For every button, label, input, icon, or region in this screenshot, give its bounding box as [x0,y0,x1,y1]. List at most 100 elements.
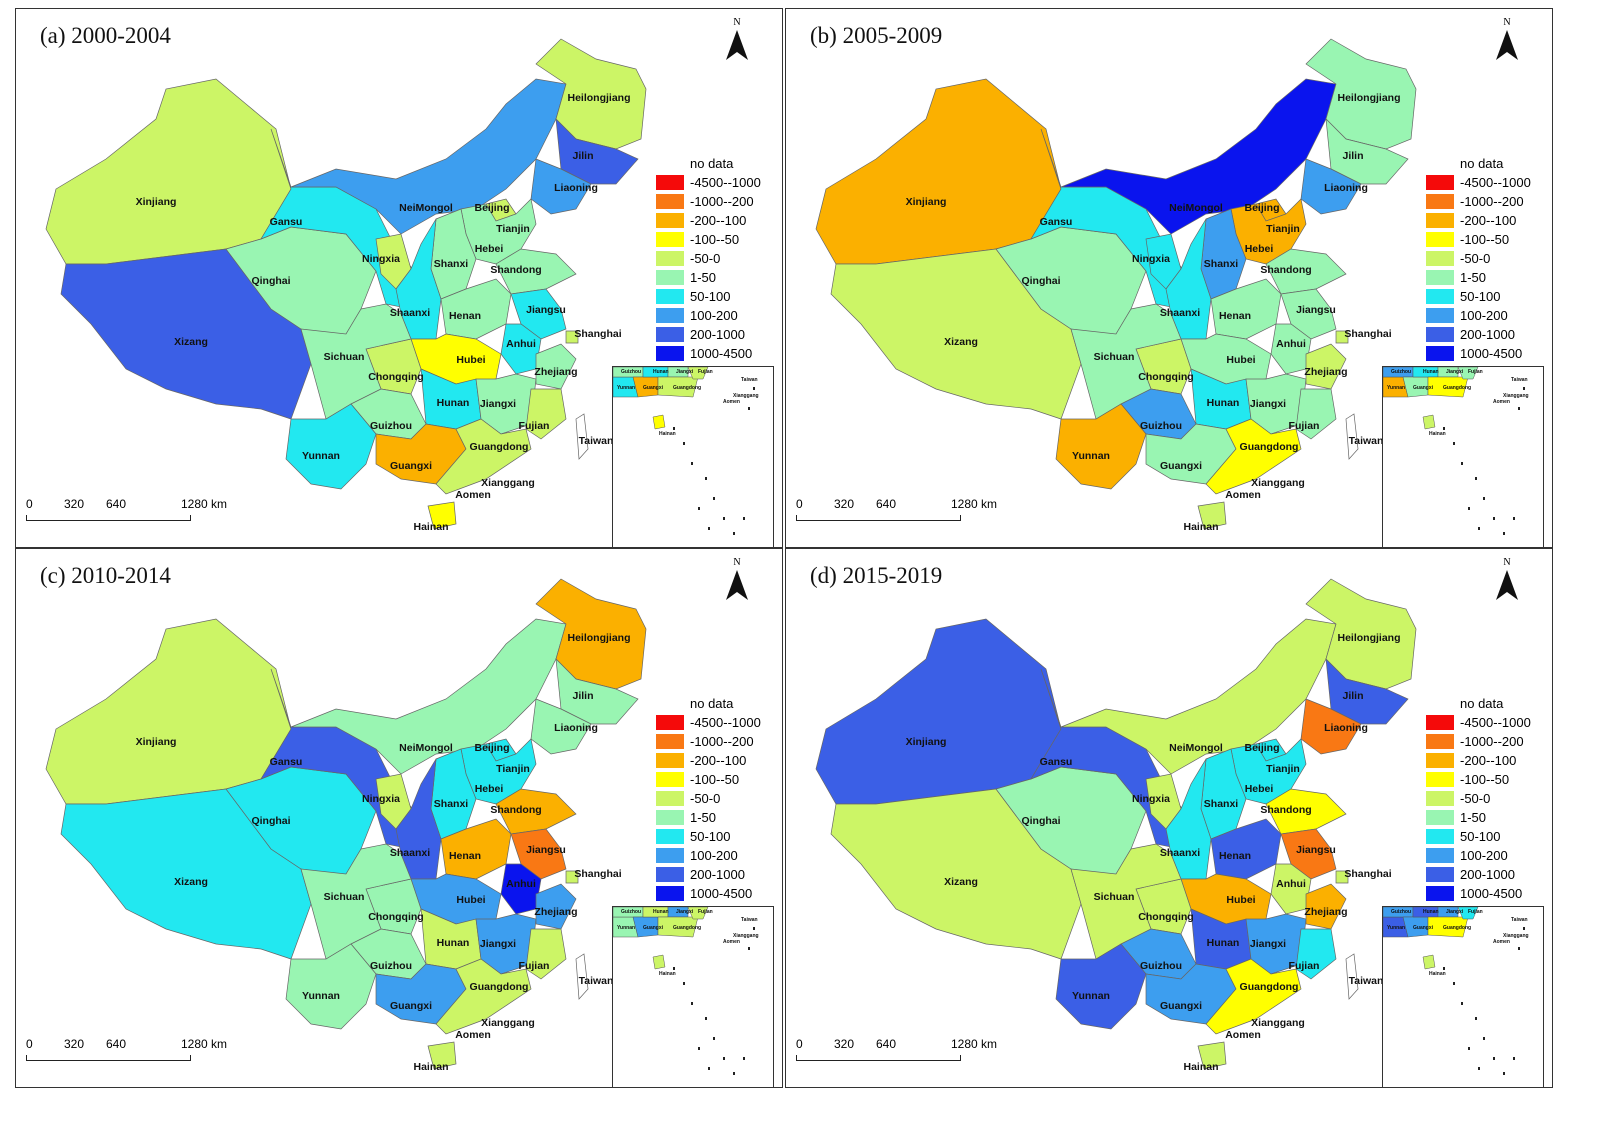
island-mark [705,1017,707,1020]
north-label: N [1503,557,1511,568]
map-panel: Xinjiang Xizang Qinghai Gansu NeiMongol Heilo… [785,8,1553,548]
inset-label: Hunan [653,909,669,915]
legend-swatch [1426,810,1454,825]
scale-tick-label: 320 [834,1037,855,1051]
province-label: Jiangxi [1250,938,1286,950]
legend-label: 50-100 [690,829,731,844]
china-map: Xinjiang Xizang Qinghai Gansu NeiMongol Heilo… [815,38,1417,533]
scale-tick-label: 640 [876,497,897,511]
island-mark [1468,1047,1470,1050]
province-label: Jiangsu [1296,844,1336,856]
scale-tick-label: 320 [64,1037,85,1051]
legend-item: no data [656,694,761,713]
map-panel: Xinjiang Xizang Qinghai Gansu NeiMongol Heilo… [15,548,783,1088]
province-label: Guangxi [1160,460,1202,472]
inset-label: Hunan [653,369,669,375]
legend-item: 1000-4500 [1426,344,1531,363]
province-heilongjiang [1305,578,1417,690]
island-mark [1493,1057,1495,1060]
legend-swatch [656,194,684,209]
province-guangdong [435,958,532,1035]
island-mark [1461,1002,1463,1005]
province-shanghai [1335,870,1349,884]
province-hainan [1197,1041,1227,1070]
china-map: Xinjiang Xizang Qinghai Gansu NeiMongol Heilo… [45,578,647,1073]
inset-province [652,414,666,430]
legend-item: -4500--1000 [656,713,761,732]
province-label: Jiangxi [480,938,516,950]
scale-tick-label: 1280 km [181,1037,228,1051]
inset-label: Guizhou [621,909,641,915]
legend-swatch [656,810,684,825]
province-label: NeiMongol [1169,742,1223,754]
province-hainan [427,501,457,530]
island-mark [713,1037,715,1040]
province-label: Yunnan [302,990,340,1002]
province-label: Shaanxi [1160,847,1200,859]
inset-label: Taiwan [741,917,758,923]
scale-tick-label: 1280 km [181,497,228,511]
legend-swatch [1426,791,1454,806]
legend-swatch [1426,886,1454,901]
legend-label: -200--100 [1460,753,1517,768]
province-label: Henan [1219,310,1251,322]
province-label: Hubei [456,894,485,906]
province-label: Guizhou [370,420,412,432]
inset-label: Yunnan [617,925,635,931]
province-label: Guangdong [470,981,529,993]
island-mark [1503,532,1505,535]
north-arrow-icon: N [722,557,752,607]
legend-swatch [1426,194,1454,209]
province-label: Tianjin [1266,223,1300,235]
province-label: Qinghai [251,815,290,827]
island-mark [683,982,685,985]
province-label: NeiMongol [399,742,453,754]
island-mark [1453,982,1455,985]
legend-label: 1000-4500 [690,886,753,901]
island-mark [698,507,700,510]
province-label: Xinjiang [136,736,177,748]
inset-label: Yunnan [1387,925,1405,931]
province-fujian [525,928,567,980]
legend-swatch [1426,867,1454,882]
inset-label: Jiangxi [1446,909,1464,915]
inset-label: Taiwan [1511,377,1528,383]
legend-item: no data [1426,694,1531,713]
inset-province [687,367,709,380]
province-label: Xinjiang [906,196,947,208]
island-mark [1443,967,1445,970]
legend-label: -1000--200 [1460,734,1524,749]
legend-label: -50-0 [1460,251,1491,266]
legend-label: 100-200 [690,848,738,863]
legend-swatch [656,886,684,901]
inset-label: Jiangxi [676,369,694,375]
legend-item: -100--50 [656,230,761,249]
legend-label: 50-100 [1460,289,1501,304]
legend-label: 200-1000 [690,327,745,342]
inset-label: Aomen [723,939,740,945]
island-mark [1518,947,1520,950]
south-china-sea-inset: Guizhou Hunan Jiangxi Fujian Yunnan Guangxi Gu… [612,366,774,547]
legend-swatch [656,696,684,711]
inset-label: Xianggang [733,393,759,399]
province-label: Beijing [1244,202,1279,214]
island-mark [683,442,685,445]
legend-swatch [1426,327,1454,342]
island-mark [753,927,755,930]
legend-item: -200--100 [1426,751,1531,770]
inset-province [1422,414,1436,430]
scale-tick-label: 0 [26,1037,33,1051]
province-label: Qinghai [251,275,290,287]
north-arrow-icon: N [722,17,752,67]
legend-item: 100-200 [1426,846,1531,865]
inset-label: Guangxi [643,925,664,931]
island-mark [1483,1037,1485,1040]
province-label: Jiangsu [1296,304,1336,316]
legend-label: -100--50 [1460,772,1510,787]
province-label: Gansu [1040,216,1073,228]
island-mark [713,497,715,500]
inset-province [1457,367,1479,380]
legend-item: no data [1426,154,1531,173]
province-label: Guangxi [390,1000,432,1012]
inset-label: Xianggang [733,933,759,939]
